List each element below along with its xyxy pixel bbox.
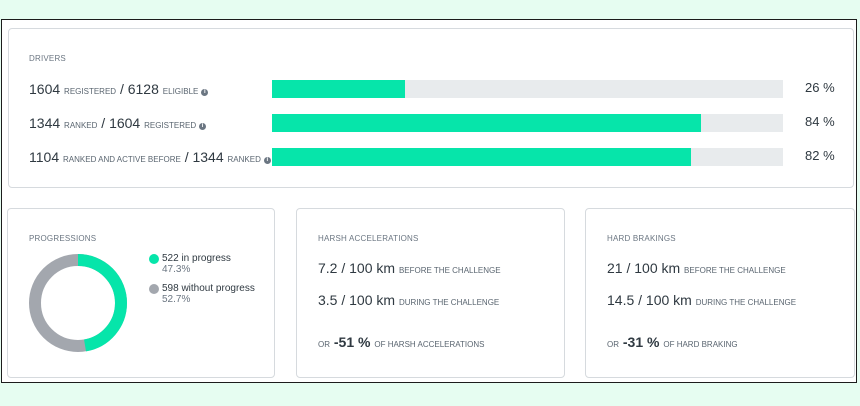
registered-caption: REGISTERED (64, 87, 117, 96)
percent-label: 84 % (805, 114, 835, 129)
brake-during-value: 14.5 / 100 km (607, 292, 692, 308)
donut-legend: 522 in progress 47.3% 598 without progre… (149, 253, 255, 313)
brake-before-caption: BEFORE THE CHALLENGE (684, 266, 786, 275)
ranked-count: 1344 (192, 149, 224, 165)
brake-before-value: 21 / 100 km (607, 260, 681, 276)
drivers-row-ranked: 1344 RANKED / 1604 REGISTERED i 84 % (9, 114, 853, 135)
info-icon[interactable]: i (263, 157, 271, 164)
dashboard-frame: DRIVERS 1604 REGISTERED / 6128 ELIGIBLE i… (1, 19, 857, 383)
ranked-count: 1344 (29, 115, 61, 131)
harsh-or-label: OR (318, 340, 330, 349)
registered-caption: REGISTERED (144, 121, 197, 130)
separator: / (116, 81, 128, 97)
drivers-row-label: 1104 RANKED AND ACTIVE BEFORE / 1344 RAN… (29, 149, 271, 165)
harsh-change-value: -51 % (333, 334, 371, 350)
progressions-card: PROGRESSIONS 522 in progress 47.3% 598 w… (7, 208, 275, 378)
harsh-accelerations-card: HARSH ACCELERATIONS 7.2 / 100 km BEFORE … (296, 208, 565, 378)
brake-before-metric: 21 / 100 km BEFORE THE CHALLENGE (607, 260, 786, 276)
percent-label: 82 % (805, 148, 835, 163)
hard-brakings-card: HARD BRAKINGS 21 / 100 km BEFORE THE CHA… (585, 208, 855, 378)
donut-in-progress (29, 254, 127, 352)
percent-label: 26 % (805, 80, 835, 95)
harsh-change-metric: OR -51 % OF HARSH ACCELERATIONS (318, 334, 484, 350)
brake-change-value: -31 % (622, 334, 660, 350)
drivers-row-label: 1344 RANKED / 1604 REGISTERED i (29, 115, 207, 131)
brake-change-metric: OR -31 % OF HARD BRAKING (607, 334, 738, 350)
brake-or-label: OR (607, 340, 619, 349)
harsh-title: HARSH ACCELERATIONS (318, 234, 419, 243)
drivers-card: DRIVERS 1604 REGISTERED / 6128 ELIGIBLE i… (8, 28, 854, 188)
progress-bar-fill (272, 80, 405, 98)
progress-bar-track (272, 80, 783, 98)
harsh-before-caption: BEFORE THE CHALLENGE (398, 266, 501, 275)
in-progress-dot-icon (149, 254, 159, 264)
brake-during-caption: DURING THE CHALLENGE (695, 298, 797, 307)
progress-bar-track (272, 148, 783, 166)
harsh-before-metric: 7.2 / 100 km BEFORE THE CHALLENGE (318, 260, 501, 276)
without-progress-dot-icon (149, 284, 159, 294)
in-progress-label: 522 in progress (162, 253, 231, 264)
active-caption: RANKED AND ACTIVE BEFORE (63, 155, 181, 164)
drivers-row-active: 1104 RANKED AND ACTIVE BEFORE / 1344 RAN… (9, 148, 853, 169)
separator: / (180, 149, 193, 165)
drivers-title: DRIVERS (29, 54, 66, 63)
progress-bar-track (272, 114, 783, 132)
active-count: 1104 (29, 149, 60, 165)
eligible-caption: ELIGIBLE (162, 87, 199, 96)
brake-title: HARD BRAKINGS (607, 234, 676, 243)
drivers-row-label: 1604 REGISTERED / 6128 ELIGIBLE i (29, 81, 209, 97)
without-progress-percent: 52.7% (162, 294, 191, 305)
brake-change-caption: OF HARD BRAKING (663, 340, 738, 349)
in-progress-percent: 47.3% (162, 264, 191, 275)
progress-donut-chart (29, 254, 127, 352)
ranked-caption: RANKED (64, 121, 98, 130)
ranked-caption: RANKED (227, 155, 261, 164)
separator: / (97, 115, 110, 131)
brake-during-metric: 14.5 / 100 km DURING THE CHALLENGE (607, 292, 796, 308)
info-icon[interactable]: i (199, 123, 207, 130)
harsh-change-caption: OF HARSH ACCELERATIONS (374, 340, 485, 349)
progress-bar-fill (272, 148, 692, 166)
legend-in-progress: 522 in progress 47.3% (149, 253, 255, 275)
without-progress-label: 598 without progress (162, 283, 255, 294)
harsh-during-caption: DURING THE CHALLENGE (398, 298, 500, 307)
progress-bar-fill (272, 114, 702, 132)
eligible-count: 6128 (127, 81, 159, 97)
registered-count: 1604 (109, 115, 141, 131)
info-icon[interactable]: i (201, 89, 209, 96)
harsh-before-value: 7.2 / 100 km (318, 260, 396, 276)
registered-count: 1604 (29, 81, 61, 97)
progressions-title: PROGRESSIONS (29, 234, 97, 243)
legend-without-progress: 598 without progress 52.7% (149, 283, 255, 305)
harsh-during-value: 3.5 / 100 km (318, 292, 396, 308)
drivers-row-registered: 1604 REGISTERED / 6128 ELIGIBLE i 26 % (9, 80, 853, 101)
harsh-during-metric: 3.5 / 100 km DURING THE CHALLENGE (318, 292, 499, 308)
